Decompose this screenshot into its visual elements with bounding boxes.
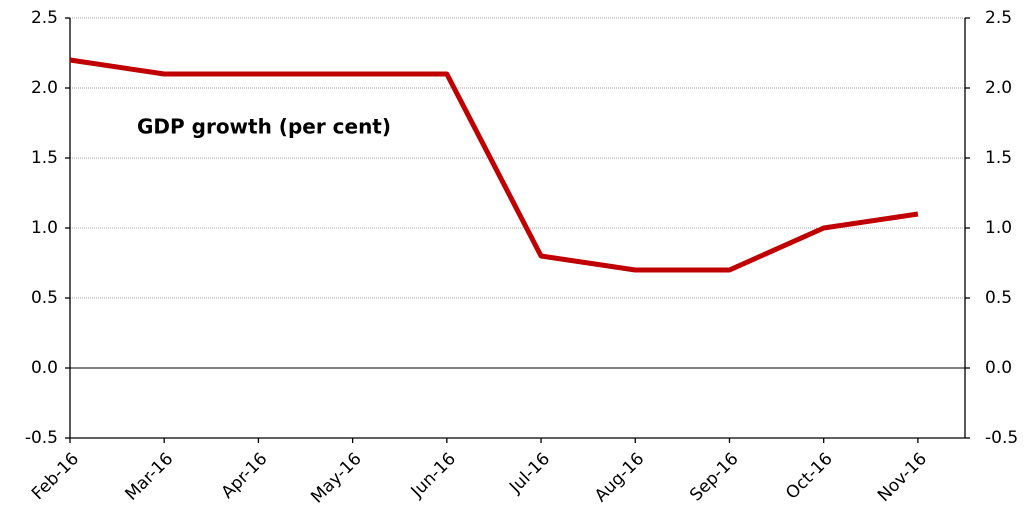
y-tick-label: 0.5 — [31, 288, 58, 308]
y2-tick-label: 1.5 — [985, 148, 1012, 168]
y2-tick-label: 0.0 — [985, 358, 1012, 378]
y2-tick-label: 1.0 — [985, 218, 1012, 238]
y2-tick-label: 2.0 — [985, 78, 1012, 98]
x-tick-label: May-16 — [307, 449, 365, 507]
y2-tick-label: -0.5 — [985, 428, 1018, 448]
y-tick-label: 0.0 — [31, 358, 58, 378]
y-tick-label: 1.5 — [31, 148, 58, 168]
x-tick-label: Aug-16 — [591, 449, 648, 506]
x-tick-label: Feb-16 — [28, 449, 83, 504]
y-tick-label: 1.0 — [31, 218, 58, 238]
x-tick-label: Mar-16 — [122, 449, 178, 505]
annotation: GDP growth (per cent) — [137, 115, 391, 139]
x-tick-label: Oct-16 — [782, 449, 837, 504]
x-tick-label: Apr-16 — [218, 449, 272, 503]
x-tick-label: Nov-16 — [874, 449, 931, 506]
x-tick-label: Jul-16 — [505, 449, 554, 498]
y-tick-label: 2.5 — [31, 8, 58, 28]
line — [69, 57, 919, 273]
y2-tick-label: 0.5 — [985, 288, 1012, 308]
x-tick-label: Sep-16 — [686, 449, 742, 505]
x-tick-label: Jun-16 — [407, 449, 460, 502]
y-tick-label: -0.5 — [25, 428, 58, 448]
y-tick-label: 2.0 — [31, 78, 58, 98]
y2-tick-label: 2.5 — [985, 8, 1012, 28]
